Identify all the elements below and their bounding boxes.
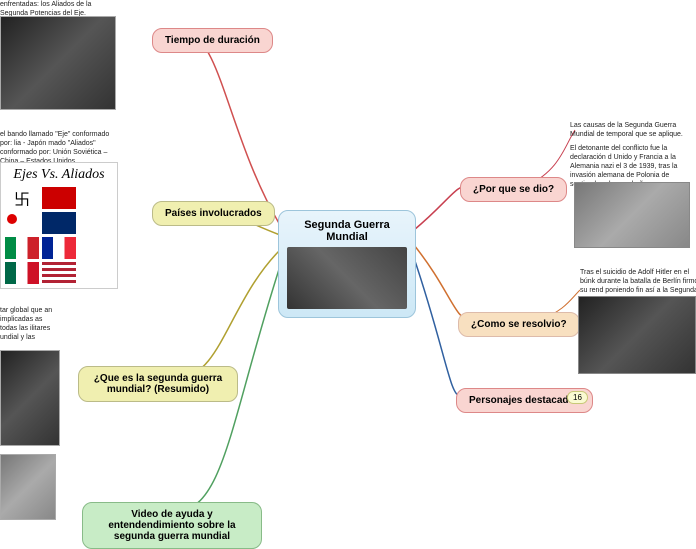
- node-paises[interactable]: Países involucrados: [152, 201, 275, 226]
- center-image: [287, 247, 407, 309]
- quees-text: tar global que an implicadas as todas la…: [0, 306, 60, 342]
- node-porque[interactable]: ¿Por que se dio?: [460, 177, 567, 202]
- quees-image: [0, 350, 60, 446]
- flags-graphic: Ejes Vs. Aliados 卐: [0, 162, 118, 289]
- node-tiempo[interactable]: Tiempo de duración: [152, 28, 273, 53]
- video-image: [0, 454, 56, 520]
- node-como[interactable]: ¿Como se resolvio?: [458, 312, 580, 337]
- paises-text: el bando llamado "Eje" conformado por: l…: [0, 130, 120, 166]
- como-image: [578, 296, 696, 374]
- center-title: Segunda Guerra Mundial: [287, 219, 407, 243]
- flags-title: Ejes Vs. Aliados: [5, 167, 113, 183]
- center-node[interactable]: Segunda Guerra Mundial: [278, 210, 416, 318]
- personajes-count[interactable]: 16: [567, 391, 588, 404]
- tiempo-image: [0, 16, 116, 110]
- node-quees[interactable]: ¿Que es la segunda guerra mundial? (Resu…: [78, 366, 238, 402]
- node-video[interactable]: Video de ayuda y entendendimiento sobre …: [82, 502, 262, 549]
- porque-image: [574, 182, 690, 248]
- porque-text1: Las causas de la Segunda Guerra Mundial …: [570, 121, 696, 139]
